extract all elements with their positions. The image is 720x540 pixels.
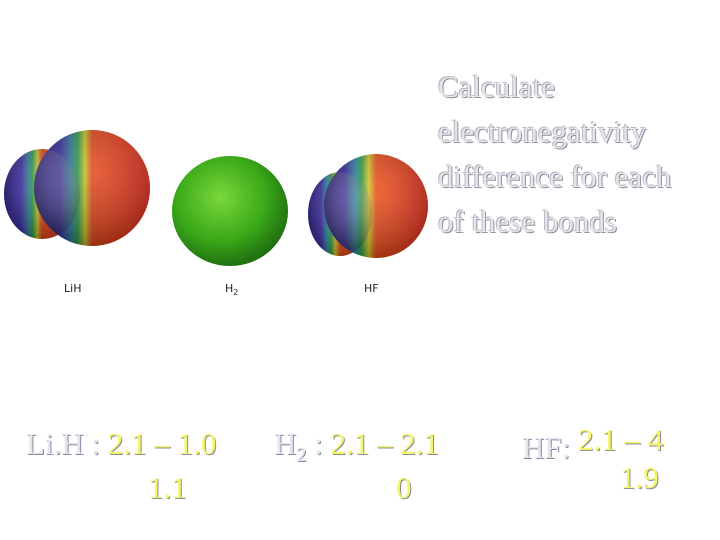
h2-calc-expression: 2.1 – 2.1: [330, 426, 440, 461]
hf-calc-label: HF:: [522, 430, 571, 465]
h2-calc: H2 : 2.1 – 2.1: [274, 424, 439, 475]
h2-label: H2: [225, 282, 239, 298]
lih-calc-result: 1.1: [148, 470, 187, 505]
lih-molecule-model: [4, 130, 150, 246]
hf-label: HF: [364, 282, 379, 295]
lih-calc: Li.H : 2.1 – 1.0: [26, 424, 216, 464]
slide-title: Calculate electronegativity difference f…: [438, 69, 672, 239]
lih-calc-label: Li.H :: [26, 426, 101, 461]
hf-molecule-model: [308, 154, 428, 258]
h2-molecule-model: [172, 156, 288, 266]
h2-calc-label: H2 :: [274, 426, 323, 467]
lih-label: LiH: [64, 282, 82, 295]
hf-calc: HF: 2.1 – 4: [522, 420, 664, 465]
lih-calc-expression: 2.1 – 1.0: [107, 426, 217, 461]
hf-calc-expression: 2.1 – 4: [578, 422, 664, 457]
hf-calc-result: 1.9: [620, 460, 659, 495]
h2-calc-result: 0: [396, 470, 412, 505]
